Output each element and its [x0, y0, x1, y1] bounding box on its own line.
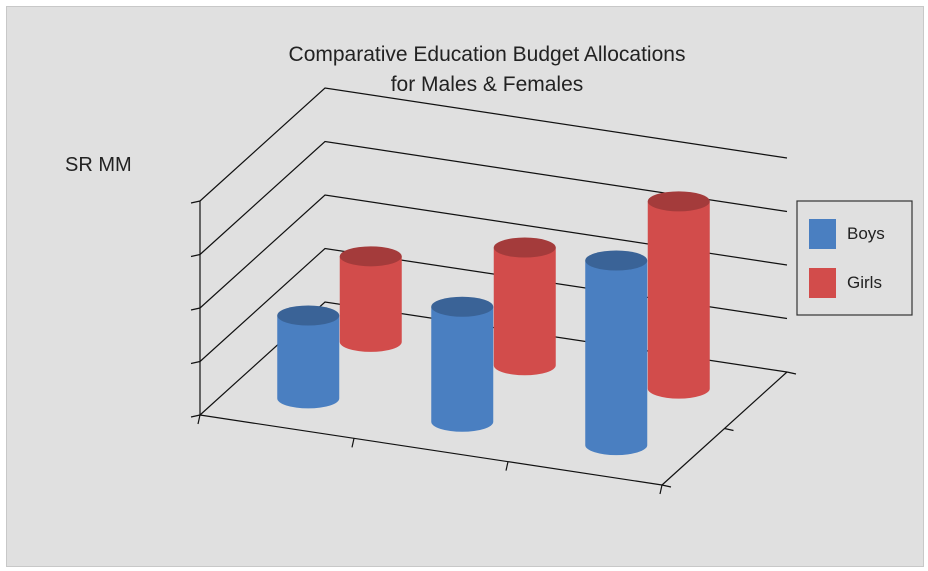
y-tick-mark	[190, 307, 201, 311]
gridline-2	[199, 194, 788, 309]
budget-chart: Comparative Education Budget Allocations…	[65, 43, 913, 495]
bar-body	[277, 315, 340, 409]
bars-layer	[277, 191, 710, 456]
gridline-3	[199, 140, 788, 255]
bar-body	[339, 256, 402, 352]
legend-swatch-girls	[809, 268, 836, 298]
y-tick-mark	[190, 414, 201, 418]
bar-girls-1999-00	[339, 246, 402, 352]
gridline-4	[199, 87, 788, 202]
bar-top	[647, 191, 710, 212]
bar-boys-2003-04	[431, 296, 494, 432]
legend-label-boys: Boys	[847, 224, 885, 243]
bar-top	[493, 237, 556, 258]
legend-swatch-boys	[809, 219, 836, 249]
bar-body	[493, 247, 556, 376]
x-tick-mark	[197, 414, 201, 425]
y-tick-mark	[190, 253, 201, 258]
bar-body	[647, 201, 710, 399]
bar-body	[431, 306, 494, 432]
x-axis-line	[199, 414, 663, 486]
chart-title-line2: for Males & Females	[391, 73, 584, 96]
x-tick-mark	[351, 438, 355, 448]
bar-top	[339, 246, 402, 267]
y-axis-label: SR MM	[65, 154, 132, 176]
bar-boys-1999-00	[277, 305, 340, 409]
bar-boys-2005-06	[585, 250, 648, 456]
bar-top	[277, 305, 340, 326]
chart-title: Comparative Education Budget Allocations	[289, 43, 686, 66]
bar-top	[585, 250, 648, 271]
legend: Boys Girls	[796, 200, 913, 316]
depth-tick-mark	[724, 427, 734, 432]
axes-layer	[190, 87, 797, 495]
y-tick-mark	[190, 200, 201, 204]
chart-area: Comparative Education Budget Allocations…	[6, 6, 924, 567]
bar-girls-2005-06	[647, 191, 710, 399]
depth-tick-mark	[661, 484, 672, 488]
y-tick-mark	[190, 360, 201, 365]
depth-tick-mark	[786, 371, 797, 375]
bar-girls-2003-04	[493, 237, 556, 376]
bar-top	[431, 296, 494, 317]
legend-label-girls: Girls	[847, 273, 882, 292]
bar-body	[585, 260, 648, 456]
x-tick-mark	[659, 484, 663, 495]
x-tick-mark	[505, 461, 509, 471]
